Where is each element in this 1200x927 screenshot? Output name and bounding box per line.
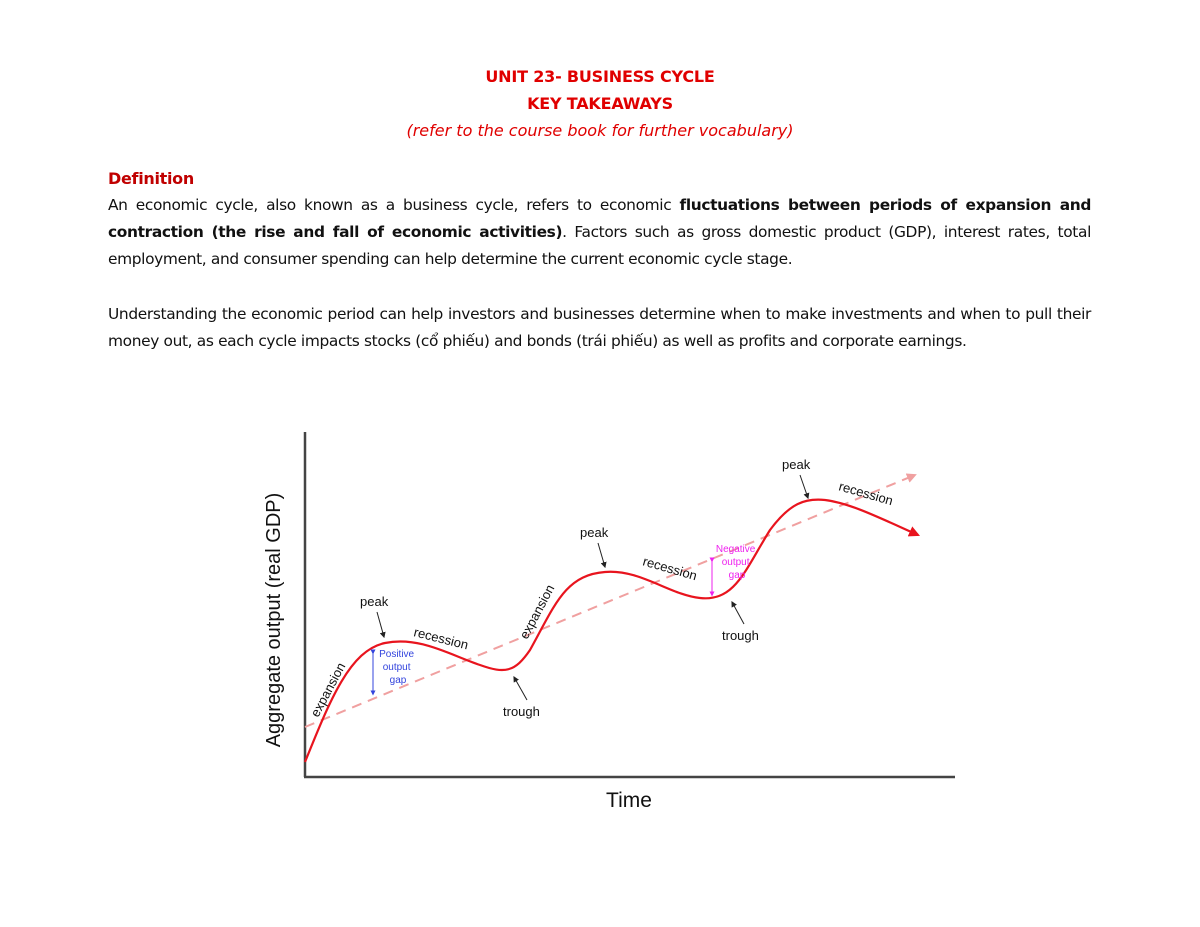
definition-text-a: An economic cycle, also known as a busin… (108, 196, 680, 214)
negative-gap-label: Negative output gap (716, 544, 758, 581)
label-peak-3: peak (782, 457, 811, 472)
label-peak-1: peak (360, 594, 389, 609)
gdp-curve (303, 498, 921, 763)
label-recession-2: recession (641, 553, 699, 583)
unit-title: UNIT 23- BUSINESS CYCLE (485, 67, 715, 86)
definition-paragraph: An economic cycle, also known as a busin… (108, 192, 1091, 273)
label-expansion-1: expansion (307, 660, 348, 719)
peak-3-pointer (799, 474, 810, 500)
business-cycle-chart: Aggregate output (real GDP) Time expansi… (255, 425, 975, 825)
trough-2-pointer (731, 600, 745, 625)
label-peak-2: peak (580, 525, 609, 540)
trough-1-pointer (513, 675, 528, 701)
peak-2-pointer (597, 542, 607, 569)
investment-paragraph: Understanding the economic period can he… (108, 305, 1091, 350)
reference-note: (refer to the course book for further vo… (406, 121, 794, 140)
definition-text-bold: fluctuations between periods of expansio… (108, 196, 1091, 241)
definition-text-c: . Factors such as gross domestic product… (108, 223, 1091, 268)
x-axis-label: Time (606, 789, 652, 812)
y-axis-label: Aggregate output (real GDP) (263, 493, 285, 748)
trend-line (304, 473, 917, 728)
label-trough-1: trough (503, 704, 540, 719)
label-trough-2: trough (722, 628, 759, 643)
label-recession-1: recession (412, 624, 470, 652)
document-header: UNIT 23- BUSINESS CYCLE KEY TAKEAWAYS (r… (0, 63, 1200, 144)
key-takeaways-title: KEY TAKEAWAYS (527, 94, 673, 113)
positive-gap-label: Positive output gap (379, 649, 417, 686)
peak-1-pointer (376, 611, 386, 639)
definition-heading: Definition (108, 169, 194, 188)
